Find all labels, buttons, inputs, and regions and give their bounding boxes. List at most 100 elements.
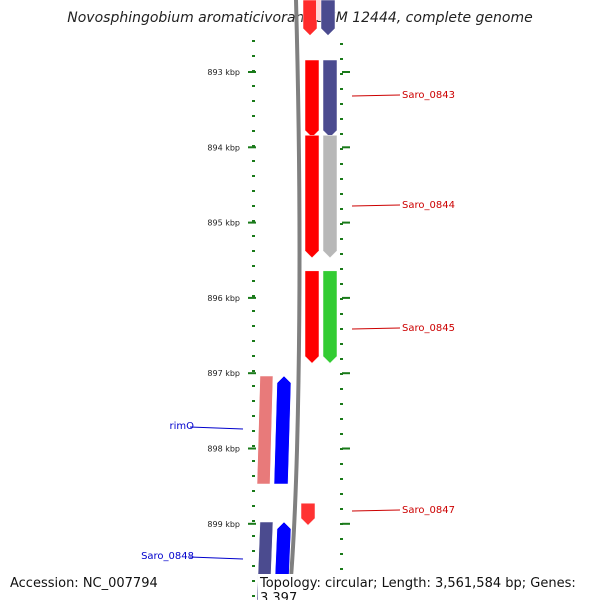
major-tick	[248, 71, 256, 73]
genome-backbone	[287, 0, 302, 600]
minor-tick-left	[252, 415, 255, 417]
minor-tick-right	[340, 538, 343, 540]
minor-tick-right	[340, 178, 343, 180]
major-tick-right	[342, 372, 350, 375]
minor-tick-right	[340, 433, 343, 435]
gene-label-leader	[351, 204, 401, 207]
minor-tick-left	[252, 355, 255, 357]
gene-saro_0844-product[interactable]	[322, 135, 338, 259]
major-tick	[248, 372, 256, 375]
kbp-tick-label: 894 kbp	[207, 143, 240, 152]
gene-label-saro_0845[interactable]: Saro_0845	[402, 323, 455, 334]
minor-tick-left	[252, 280, 255, 282]
gene-label-saro_0844[interactable]: Saro_0844	[402, 200, 455, 211]
gene-label-leader	[189, 426, 244, 430]
kbp-tick-label: 899 kbp	[207, 520, 240, 529]
minor-tick-right	[340, 148, 343, 150]
minor-tick-right	[340, 388, 343, 390]
major-tick	[248, 447, 256, 450]
gene-label-saro_0848[interactable]: Saro_0848	[141, 551, 194, 562]
minor-tick-right	[340, 523, 343, 525]
gene-label-saro_0847[interactable]: Saro_0847	[402, 505, 455, 516]
minor-tick-left	[252, 445, 255, 447]
minor-tick-left	[252, 85, 255, 87]
accession-label: Accession: NC_007794	[8, 574, 160, 593]
minor-tick-right	[340, 223, 343, 225]
minor-tick-left	[252, 175, 255, 177]
minor-tick-left	[252, 265, 255, 267]
major-tick	[248, 296, 256, 299]
minor-tick-right	[340, 133, 343, 135]
minor-tick-right	[340, 568, 343, 570]
minor-tick-right	[340, 58, 343, 60]
major-tick-right	[342, 71, 350, 73]
minor-tick-right	[340, 238, 343, 240]
minor-tick-left	[252, 325, 255, 327]
gene-partial-top-cds[interactable]	[302, 0, 318, 36]
kbp-tick-label: 895 kbp	[207, 219, 240, 228]
minor-tick-right	[340, 313, 343, 315]
minor-tick-right	[340, 43, 343, 45]
minor-tick-left	[252, 385, 255, 387]
minor-tick-left	[252, 235, 255, 237]
minor-tick-left	[252, 505, 255, 507]
minor-tick-right	[340, 283, 343, 285]
gene-saro_0844-cds[interactable]	[304, 135, 320, 259]
major-tick	[248, 146, 256, 149]
major-tick-right	[342, 522, 350, 525]
gene-label-rimo[interactable]: rimO	[169, 421, 194, 432]
page-title: Novosphingobium aromaticivorans DSM 1244…	[67, 10, 533, 26]
major-tick-right	[342, 296, 350, 299]
minor-tick-right	[340, 253, 343, 255]
minor-tick-left	[252, 340, 255, 342]
major-tick-right	[342, 146, 350, 149]
kbp-tick-label: 893 kbp	[207, 68, 240, 77]
gene-saro_0843-cds[interactable]	[304, 59, 320, 138]
kbp-tick-label: 897 kbp	[207, 369, 240, 378]
minor-tick-right	[340, 358, 343, 360]
kbp-tick-label: 896 kbp	[207, 294, 240, 303]
minor-tick-right	[340, 88, 343, 90]
minor-tick-right	[340, 73, 343, 75]
minor-tick-left	[252, 475, 255, 477]
gene-saro_0843-product[interactable]	[322, 59, 338, 138]
gene-saro_0845-cds[interactable]	[304, 270, 320, 364]
minor-tick-right	[340, 463, 343, 465]
minor-tick-left	[252, 565, 255, 567]
minor-tick-left	[252, 130, 255, 132]
minor-tick-left	[252, 55, 255, 57]
minor-tick-right	[340, 328, 343, 330]
gene-rimo-product[interactable]	[256, 375, 274, 485]
gene-label-leader	[351, 94, 401, 97]
gene-partial-top-product-arrow[interactable]	[320, 0, 336, 36]
minor-tick-left	[252, 310, 255, 312]
minor-tick-left	[252, 220, 255, 222]
major-tick-right	[342, 221, 350, 224]
minor-tick-right	[340, 493, 343, 495]
major-tick	[248, 522, 256, 525]
minor-tick-left	[252, 490, 255, 492]
gene-saro_0847-cds[interactable]	[300, 502, 316, 526]
gene-rimo-cds[interactable]	[273, 375, 292, 485]
minor-tick-left	[252, 190, 255, 192]
minor-tick-left	[252, 430, 255, 432]
gene-label-saro_0843[interactable]: Saro_0843	[402, 90, 455, 101]
minor-tick-left	[252, 400, 255, 402]
minor-tick-right	[340, 208, 343, 210]
minor-tick-right	[340, 163, 343, 165]
minor-tick-left	[252, 250, 255, 252]
kbp-tick-label: 898 kbp	[207, 445, 240, 454]
minor-tick-right	[340, 448, 343, 450]
minor-tick-left	[252, 100, 255, 102]
minor-tick-left	[252, 550, 255, 552]
gene-label-leader	[351, 327, 401, 330]
major-tick-right	[342, 447, 350, 450]
minor-tick-left	[252, 295, 255, 297]
minor-tick-left	[252, 145, 255, 147]
minor-tick-right	[340, 478, 343, 480]
minor-tick-left	[252, 205, 255, 207]
minor-tick-left	[252, 160, 255, 162]
gene-saro_0845-product[interactable]	[322, 270, 338, 364]
